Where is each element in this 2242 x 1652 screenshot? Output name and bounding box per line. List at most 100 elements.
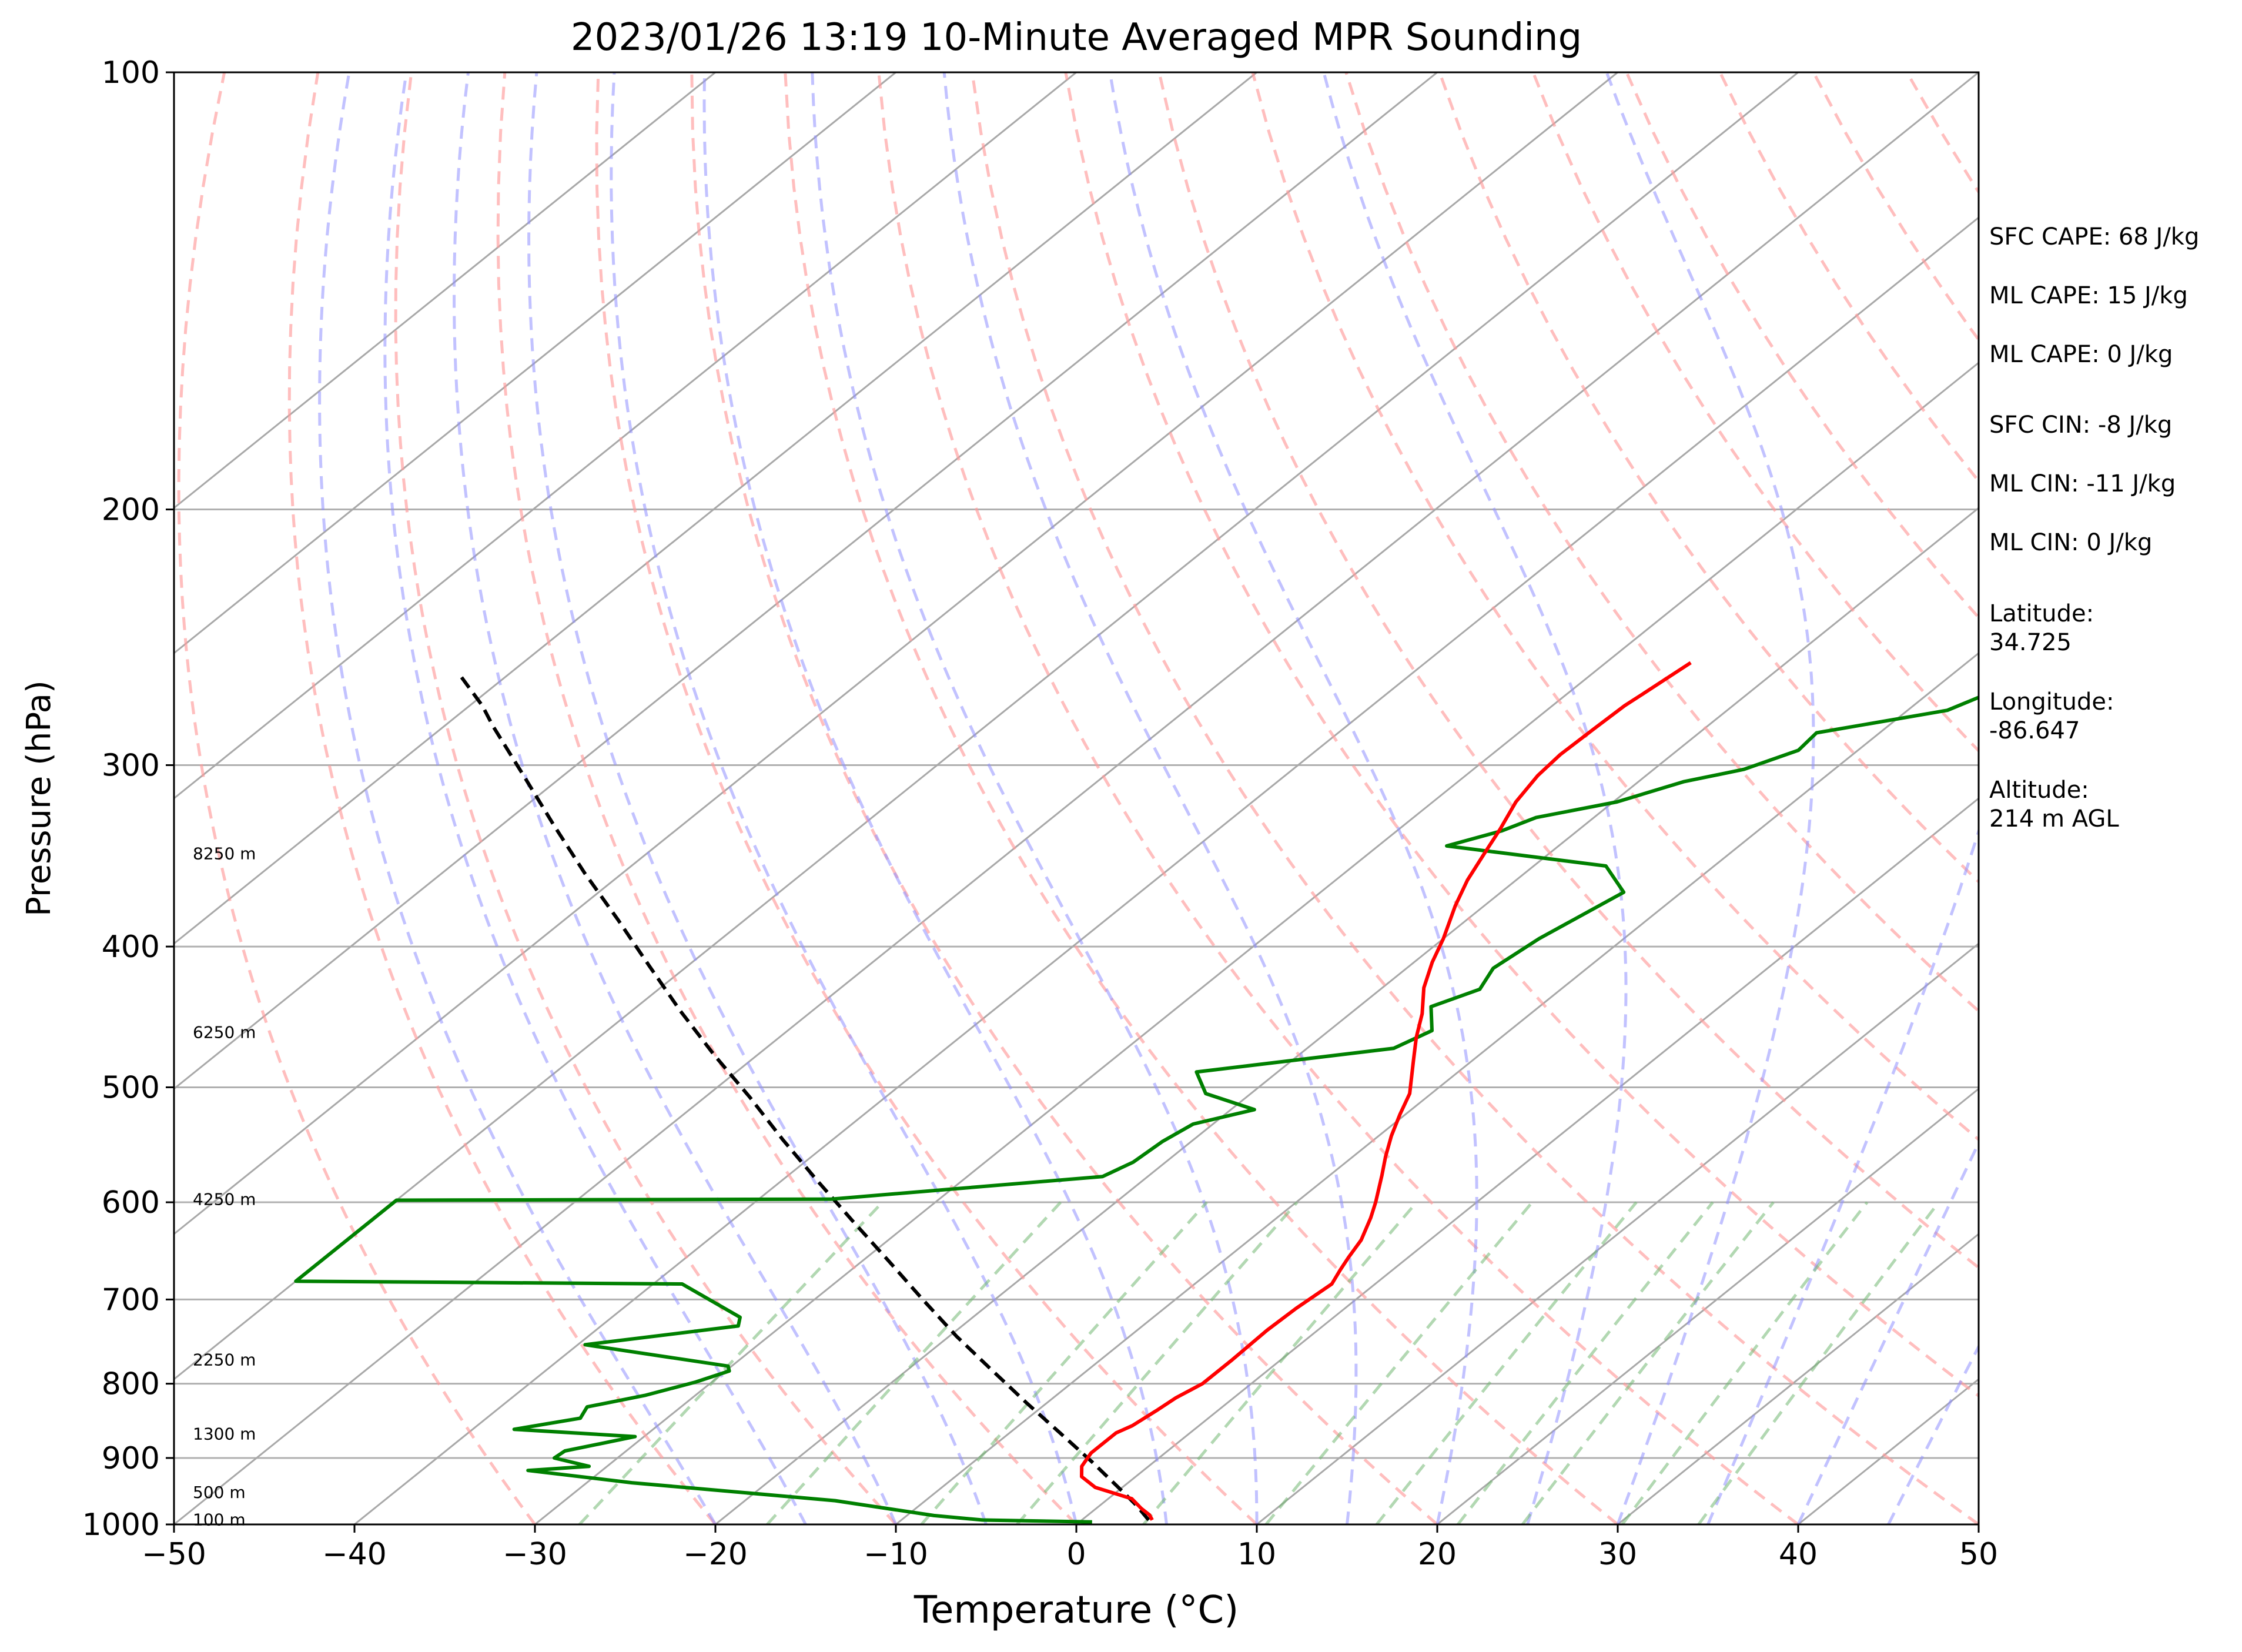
altitude-label: Altitude: (1989, 777, 2089, 804)
dry-adiabat (1251, 72, 1979, 1142)
height-label: 6250 m (193, 1022, 256, 1042)
temperature-line (1080, 661, 1692, 1521)
isotherm-grid (174, 72, 1979, 1524)
mixing-ratio-line (1142, 1201, 1418, 1524)
moist-adiabat (383, 72, 807, 1524)
longitude-label: Longitude: (1989, 688, 2114, 715)
y-tick-label: 700 (102, 1282, 160, 1317)
moist-adiabat (1322, 72, 1628, 1524)
x-tick-label: −10 (864, 1537, 928, 1572)
mixing-ratio-line (1521, 1201, 1775, 1524)
dewpoint-line (294, 695, 1979, 1524)
stat-mu-cape: ML CAPE: 0 J/kg (1989, 341, 2173, 368)
mixing-ratio-line (920, 1201, 1208, 1524)
x-tick-label: 0 (1066, 1537, 1086, 1572)
x-tick-label: 50 (1959, 1537, 1998, 1572)
moist-adiabat (527, 72, 988, 1524)
isotherm-line (1437, 1088, 1979, 1524)
isotherm-line (1076, 797, 1979, 1524)
stat-mu-cin: ML CIN: 0 J/kg (1989, 529, 2152, 556)
dry-adiabat (971, 72, 1979, 1524)
height-label: 500 m (193, 1483, 246, 1502)
moist-adiabat (453, 72, 898, 1524)
height-label: 8250 m (193, 844, 256, 863)
moist-adiabat (1887, 1343, 1979, 1524)
stat-sfc-cape: SFC CAPE: 68 J/kg (1989, 223, 2199, 250)
x-tick-label: −20 (683, 1537, 748, 1572)
x-tick-label: 10 (1237, 1537, 1276, 1572)
moist-adiabat (1706, 72, 1979, 1524)
dry-adiabat (1438, 72, 1979, 884)
dry-adiabat (287, 72, 717, 1524)
longitude-value: -86.647 (1989, 717, 2080, 744)
y-tick-label: 100 (102, 55, 160, 91)
moist-adiabats (318, 72, 1979, 1524)
stat-sfc-cin: SFC CIN: -8 J/kg (1989, 412, 2172, 439)
dry-adiabat (2187, 72, 2242, 1524)
moist-adiabat (1796, 1139, 1979, 1524)
height-labels: 8250 m 6250 m 4250 m 2250 m 1300 m 500 m 100 m (193, 844, 256, 1529)
isotherm-line (715, 507, 1979, 1524)
stat-ml-cape: ML CAPE: 15 J/kg (1989, 282, 2188, 309)
isotherm-line (174, 72, 1618, 1235)
dry-adiabat (690, 72, 1438, 1524)
x-tick-label: 20 (1418, 1537, 1457, 1572)
moist-adiabat (1605, 72, 1815, 1524)
height-label: 4250 m (193, 1190, 256, 1209)
y-axis: 100 200 300 400 500 600 700 800 900 1000 (82, 55, 174, 1543)
moist-adiabat (811, 72, 1259, 1524)
mixing-ratio-line (1375, 1201, 1638, 1524)
x-tick-label: −40 (322, 1537, 387, 1572)
mixing-ratio-line (1264, 1201, 1534, 1524)
y-tick-label: 500 (102, 1070, 160, 1105)
isotherm-line (174, 72, 1438, 1090)
moist-adiabat (318, 72, 717, 1524)
x-tick-label: −30 (503, 1537, 567, 1572)
isotherm-line (174, 72, 1257, 945)
dry-adiabats (177, 72, 2242, 1524)
stat-ml-cin: ML CIN: -11 J/kg (1989, 470, 2176, 497)
mixing-ratio-line (1697, 1201, 1940, 1524)
isotherm-line (895, 652, 1979, 1524)
mixing-ratio-line (766, 1201, 1062, 1524)
isotherm-line (174, 72, 1799, 1380)
moist-adiabat (702, 72, 1168, 1524)
mixing-ratio-line (1621, 1201, 1869, 1524)
dry-adiabat (1157, 72, 1979, 1270)
stats-panel: SFC CAPE: 68 J/kg ML CAPE: 15 J/kg ML CA… (1989, 223, 2199, 832)
x-tick-label: −50 (142, 1537, 206, 1572)
dry-adiabat (1064, 72, 1979, 1398)
y-tick-label: 200 (102, 493, 160, 528)
isotherm-line (174, 72, 1077, 800)
latitude-value: 34.725 (1989, 629, 2072, 656)
y-tick-label: 1000 (82, 1507, 160, 1543)
dry-adiabat (177, 72, 537, 1524)
isotherm-line (174, 72, 716, 509)
y-tick-label: 400 (102, 929, 160, 965)
dry-adiabat (394, 72, 897, 1524)
height-label: 1300 m (193, 1424, 256, 1444)
height-label: 100 m (193, 1510, 246, 1529)
mixing-ratio-line (578, 1201, 884, 1524)
mixing-ratio-lines (578, 1201, 1940, 1524)
height-label: 2250 m (193, 1350, 256, 1370)
dry-adiabat (877, 72, 1799, 1524)
isotherm-line (534, 362, 1979, 1524)
y-tick-label: 800 (102, 1367, 160, 1402)
y-tick-label: 900 (102, 1441, 160, 1476)
dry-adiabat (595, 72, 1258, 1524)
x-axis-label: Temperature (°C) (913, 1589, 1239, 1632)
altitude-value: 214 m AGL (1989, 805, 2119, 832)
x-axis: −50 −40 −30 −20 −10 0 10 20 30 40 50 (142, 1524, 1998, 1572)
x-tick-label: 40 (1779, 1537, 1818, 1572)
mixing-ratio-line (1457, 1201, 1714, 1524)
dry-adiabat (1531, 72, 1979, 753)
dry-adiabat (1344, 72, 1979, 1014)
moist-adiabat (942, 72, 1358, 1524)
moist-adiabat (610, 72, 1078, 1524)
moist-adiabat (1108, 72, 1478, 1524)
parcel-profile-line (460, 676, 1150, 1521)
chart-title: 2023/01/26 13:19 10-Minute Averaged MPR … (571, 16, 1582, 59)
isotherm-line (1617, 1233, 1979, 1524)
